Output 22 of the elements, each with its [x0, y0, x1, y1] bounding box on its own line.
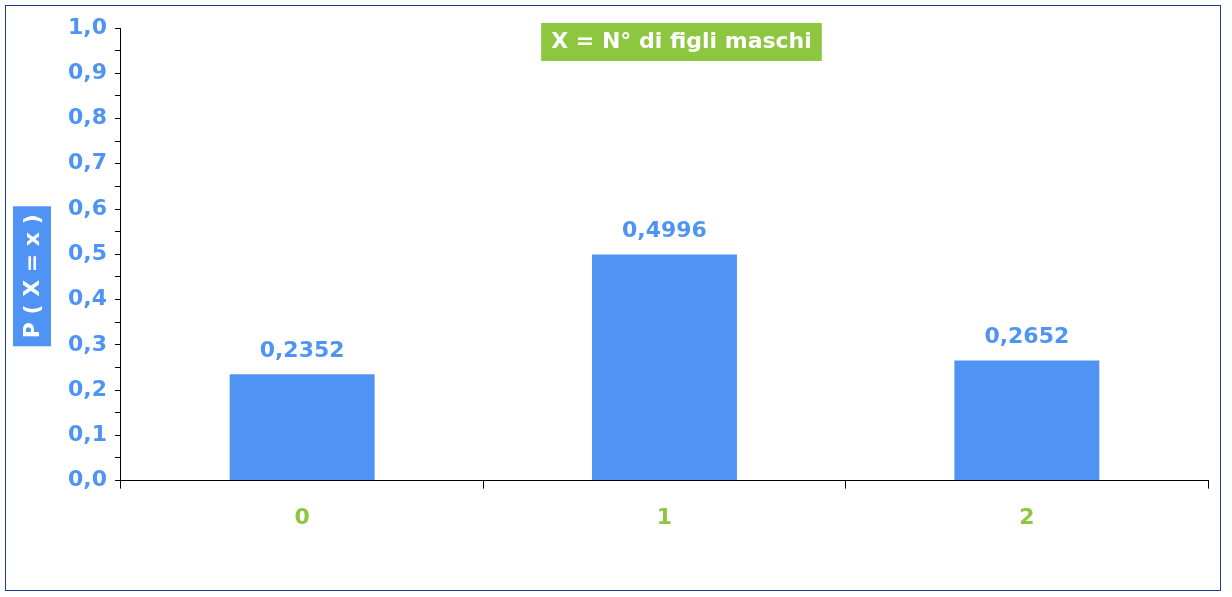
y-tick-label: 0,0 — [67, 466, 107, 492]
data-label: 0,4996 — [622, 217, 707, 243]
data-label: 0,2652 — [984, 323, 1070, 349]
y-tick-label: 0,2 — [67, 375, 107, 401]
bar — [592, 254, 737, 481]
y-tick-label: 1,0 — [67, 13, 107, 39]
y-tick-label: 0,3 — [67, 330, 107, 356]
data-label: 0,2352 — [259, 336, 345, 362]
y-tick-label: 0,7 — [67, 149, 107, 175]
x-tick-label: 0 — [294, 503, 310, 529]
bar — [229, 374, 375, 481]
x-tick-label: 2 — [1019, 503, 1035, 529]
y-tick-label: 0,4 — [67, 285, 107, 311]
bar — [954, 360, 1100, 481]
y-tick-label: 0,8 — [67, 104, 107, 130]
y-axis-title: P ( X = x ) — [18, 214, 44, 339]
y-tick-label: 0,5 — [67, 240, 107, 266]
chart-title: X = N° di figli maschi — [551, 27, 812, 53]
y-tick-label: 0,6 — [67, 194, 107, 220]
y-tick-label: 0,9 — [67, 58, 107, 84]
x-tick-label: 1 — [656, 503, 673, 529]
y-tick-label: 0,1 — [67, 421, 107, 447]
